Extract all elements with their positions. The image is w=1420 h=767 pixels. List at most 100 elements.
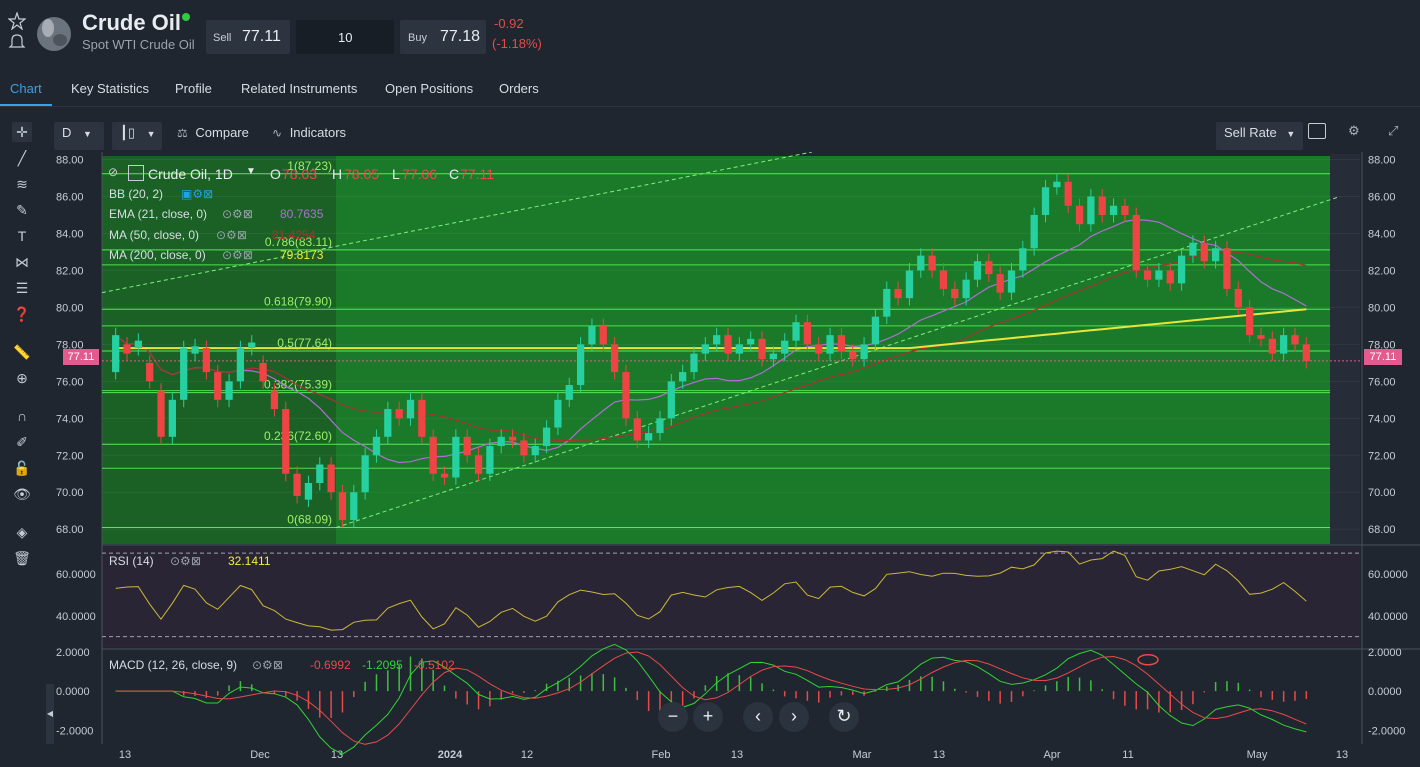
buy-value: 77.18 bbox=[440, 28, 481, 45]
candle bbox=[1132, 214, 1140, 271]
fib-icon[interactable]: ☰ bbox=[15, 280, 29, 296]
indicators-button[interactable]: ∿ Indicators bbox=[272, 125, 346, 147]
tab-orders[interactable]: Orders bbox=[499, 81, 539, 96]
interval-select[interactable]: D ▼ bbox=[54, 122, 104, 150]
compare-button[interactable]: ⚖ Compare bbox=[177, 125, 249, 147]
candle bbox=[1211, 248, 1220, 262]
price-change: -0.92 bbox=[494, 16, 524, 31]
future-zone bbox=[1330, 154, 1360, 544]
candle bbox=[1280, 335, 1288, 354]
ma50-controls-icon[interactable]: ⊙⚙⊠ bbox=[216, 228, 247, 242]
brush-icon[interactable]: ✎ bbox=[16, 202, 28, 218]
candle bbox=[826, 335, 834, 354]
chart-settings-icon[interactable] bbox=[128, 165, 144, 181]
price-tick-label-left: 86.00 bbox=[56, 192, 84, 204]
fib-level-label: 0.618(79.90) bbox=[264, 294, 332, 308]
tab-open-positions[interactable]: Open Positions bbox=[385, 81, 474, 96]
settings-gear-icon[interactable]: ⚙ bbox=[1348, 123, 1360, 138]
candle bbox=[599, 325, 607, 345]
price-tick-label-left: 88.00 bbox=[56, 155, 84, 167]
candle bbox=[1257, 335, 1265, 339]
candle bbox=[146, 362, 154, 382]
chevron-down-icon[interactable]: ▼ bbox=[246, 166, 256, 177]
layers-icon[interactable]: ◈ bbox=[16, 524, 28, 540]
sell-button[interactable]: Sell 77.11 bbox=[206, 20, 290, 54]
ema-controls-icon[interactable]: ⊙⚙⊠ bbox=[222, 207, 253, 221]
ma200-indicator-label[interactable]: MA (200, close, 0) bbox=[109, 248, 206, 262]
macd-controls-icon[interactable]: ⊙⚙⊠ bbox=[252, 658, 283, 672]
scroll-right-button[interactable]: › bbox=[779, 702, 809, 732]
candle bbox=[1155, 270, 1163, 280]
candle bbox=[679, 372, 687, 382]
x-tick-label: 13 bbox=[731, 749, 743, 761]
fullscreen-icon[interactable]: ⤢ bbox=[1388, 123, 1399, 138]
macd-indicator-label[interactable]: MACD (12, 26, close, 9) bbox=[109, 658, 238, 672]
collapse-legend-icon[interactable]: ⊘ bbox=[108, 165, 119, 179]
trash-icon[interactable]: 🗑 bbox=[13, 550, 31, 566]
rate-type-select[interactable]: Sell Rate ▼ bbox=[1216, 122, 1304, 150]
chart-toolbar: D ▼ ┃▯ ▼ ⚖ Compare ∿ Indicators Sell Rat… bbox=[52, 118, 1420, 150]
macd-tick-label-right: 2.0000 bbox=[1368, 647, 1402, 659]
ruler-icon[interactable]: 📏 bbox=[13, 344, 31, 360]
tab-bar: Chart Key Statistics Profile Related Ins… bbox=[0, 70, 1420, 107]
price-tick-label-right: 88.00 bbox=[1368, 155, 1396, 167]
rsi-indicator-label[interactable]: RSI (14) bbox=[109, 554, 154, 568]
lock-icon[interactable]: 🔓 bbox=[13, 460, 31, 476]
tab-related-instruments[interactable]: Related Instruments bbox=[241, 81, 358, 96]
candle bbox=[758, 338, 766, 360]
candle bbox=[781, 340, 789, 354]
active-tab-underline bbox=[0, 104, 52, 106]
bb-visibility-icon[interactable]: ▣⚙⊠ bbox=[181, 187, 214, 201]
ema-line bbox=[115, 218, 1307, 464]
help-icon[interactable]: ❓ bbox=[13, 306, 31, 322]
reset-chart-button[interactable]: ↻ bbox=[829, 702, 859, 732]
candle bbox=[747, 338, 755, 345]
indicators-label: Indicators bbox=[289, 125, 347, 140]
crosshair-icon[interactable]: ✛ bbox=[12, 122, 32, 142]
market-open-indicator bbox=[182, 13, 190, 21]
zoom-in-button[interactable]: + bbox=[693, 702, 723, 732]
tab-chart[interactable]: Chart bbox=[10, 81, 42, 96]
trend-line-icon[interactable]: ╱ bbox=[17, 150, 27, 166]
x-tick-label: 13 bbox=[933, 749, 945, 761]
tab-profile[interactable]: Profile bbox=[175, 81, 212, 96]
candle bbox=[474, 455, 483, 474]
chart-type-select[interactable]: ┃▯ ▼ bbox=[112, 122, 162, 150]
instrument-subtitle: Spot WTI Crude Oil bbox=[82, 37, 195, 52]
price-chart[interactable]: 0(68.09) 0.236(72.60) 0.382(75.39) 0.5(77.6… bbox=[52, 152, 1420, 764]
screenshot-button[interactable] bbox=[1308, 123, 1326, 139]
tab-key-statistics[interactable]: Key Statistics bbox=[71, 81, 150, 96]
lock-drawing-icon[interactable]: ✐ bbox=[16, 434, 28, 450]
zoom-out-button[interactable]: − bbox=[658, 702, 688, 732]
buy-button[interactable]: Buy 77.18 bbox=[400, 20, 486, 54]
parallel-lines-icon[interactable]: ≋ bbox=[16, 176, 28, 192]
candle bbox=[769, 353, 777, 360]
ma50-indicator-label[interactable]: MA (50, close, 0) bbox=[109, 228, 200, 242]
ma200-controls-icon[interactable]: ⊙⚙⊠ bbox=[222, 248, 253, 262]
compare-icon: ⚖ bbox=[177, 126, 188, 140]
magnet-icon[interactable]: ∩ bbox=[16, 408, 28, 424]
text-icon[interactable]: T bbox=[17, 228, 27, 244]
candle bbox=[928, 255, 936, 271]
pattern-icon[interactable]: ⋈ bbox=[15, 254, 29, 270]
candle bbox=[1166, 270, 1174, 284]
star-icon[interactable] bbox=[8, 12, 26, 30]
scroll-left-button[interactable]: ‹ bbox=[743, 702, 773, 732]
eye-icon[interactable]: 👁 bbox=[13, 486, 31, 502]
candle bbox=[962, 279, 970, 299]
bb-indicator-label[interactable]: BB (20, 2) bbox=[109, 187, 164, 201]
last-price-tag-right: 77.11 bbox=[1364, 349, 1402, 365]
rsi-tick-label-left: 60.0000 bbox=[56, 569, 96, 581]
collapse-handle[interactable]: ◀ bbox=[46, 684, 54, 744]
candle bbox=[622, 372, 630, 419]
price-tick-label-right: 78.00 bbox=[1368, 339, 1396, 351]
alert-bell-icon[interactable] bbox=[8, 32, 26, 50]
zoom-in-icon[interactable]: ⊕ bbox=[16, 370, 28, 386]
quantity-input[interactable]: 10 bbox=[296, 20, 394, 54]
rsi-tick-label-right: 60.0000 bbox=[1368, 569, 1408, 581]
candle bbox=[1007, 270, 1016, 293]
rsi-controls-icon[interactable]: ⊙⚙⊠ bbox=[170, 554, 201, 568]
instrument-logo-icon bbox=[37, 17, 71, 51]
ema-indicator-label[interactable]: EMA (21, close, 0) bbox=[109, 207, 208, 221]
candle bbox=[576, 344, 585, 386]
